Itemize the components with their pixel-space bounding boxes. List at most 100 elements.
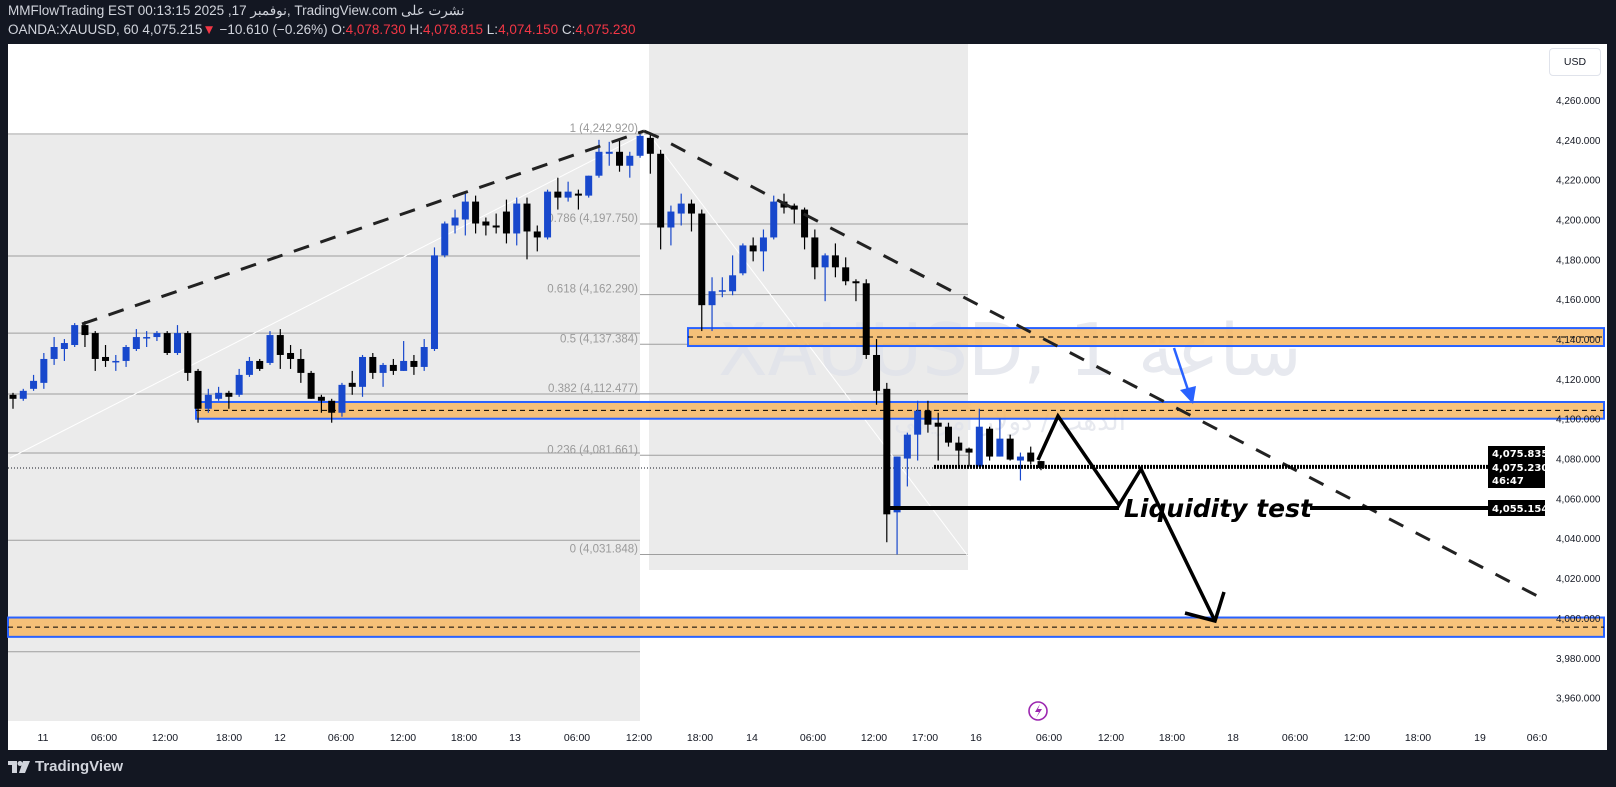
close-label: C: [561,22,576,37]
candle [256,358,264,371]
candle-body [729,275,737,292]
candle [317,394,325,413]
candle [9,392,17,409]
price-tick-label: 4,180.000 [1556,255,1601,266]
candle-body [852,281,860,284]
candle [698,209,706,332]
falling-dashed-trendline[interactable] [643,129,1546,602]
candle-body [50,347,58,359]
time-tick-label: 06:0 [1527,732,1548,744]
candle [472,195,480,234]
candle-body [204,394,212,409]
candle-body [564,191,572,198]
alert-lightning-icon[interactable] [1028,701,1048,721]
last-price: 4,075.215 [142,22,203,37]
candle [574,189,582,210]
projection-arrowhead-icon [1184,591,1226,624]
liquidity-price-label: 4,055.154 [1492,504,1548,515]
candle [30,374,38,391]
candle-body [379,364,387,373]
watermark-title: XAUUSD, 1 ساعة [718,308,1301,392]
price-axis[interactable]: 4,260.000 4,240.000 4,220.000 4,200.000 4,18… [1556,96,1601,705]
candle [328,398,336,423]
price-tick-label: 3,980.000 [1556,654,1601,665]
candle [605,141,613,166]
candle [862,279,870,359]
candle [533,225,541,252]
time-tick-label: 17:00 [912,732,938,744]
candle [975,408,983,467]
candle-body [585,175,593,196]
candle [225,390,233,409]
candle [842,257,850,286]
candle-body [883,388,891,515]
time-tick-label: 18:00 [216,732,242,744]
candle-body [369,356,377,373]
candle-body [821,255,829,268]
candle-body [801,209,809,238]
candle-body [307,372,315,399]
currency-button[interactable]: USD [1549,48,1601,76]
open-label: O: [331,22,346,37]
candle [564,181,572,202]
candle-body [245,360,253,375]
fib-level-label: 0 (4,031.848) [570,543,639,555]
price-tick-label: 4,240.000 [1556,136,1601,147]
candle [50,337,58,365]
zone-box[interactable] [7,616,1605,638]
candle [924,400,932,433]
candle [40,352,48,389]
tradingview-logo-icon [8,760,30,773]
time-tick-label: 18:00 [1159,732,1185,744]
candle-body [790,205,798,210]
candle [410,354,418,375]
candle-body [297,358,305,373]
candle-body [944,426,952,443]
time-tick-label: 06:00 [328,732,354,744]
candles [9,134,1045,555]
time-tick-label: 12:00 [1098,732,1124,744]
candle [461,193,469,236]
candle-body [400,360,408,371]
candle [153,331,161,342]
candle [359,354,367,397]
candle [554,177,562,210]
candle-body [646,137,654,154]
price-tick-label: 4,000.000 [1556,614,1601,625]
liquidity-test-label[interactable]: Liquidity test [1124,494,1313,523]
candle-body [667,211,675,228]
candle-body [1016,456,1024,461]
time-axis[interactable]: 11 06:00 12:00 18:00 12 06:00 12:00 18:00 13 06:0… [38,732,1548,744]
candle [102,345,110,367]
candle [71,323,79,348]
candle-body [194,370,202,409]
open-value: 4,078.730 [345,22,406,37]
projection-path[interactable] [1036,412,1217,622]
rising-dashed-trendline[interactable] [81,129,645,326]
candle-body [1006,438,1014,460]
candle [914,400,922,461]
candle [163,331,171,355]
candle-body [831,255,839,268]
fib-level-label: 0.382 (4,112.477) [548,383,638,395]
candle [708,277,716,332]
candle-body [687,203,695,214]
candle [934,412,942,461]
time-tick-label: 18 [1227,732,1239,744]
candle [677,193,685,226]
candle [729,255,737,296]
candle [276,329,284,369]
symbol-name[interactable]: OANDA:XAUUSD, 60 [8,22,139,37]
candle-body [71,325,79,346]
supply-demand-zones[interactable] [7,327,1605,638]
blue-arrow[interactable] [1172,347,1190,391]
price-tick-label: 4,140.000 [1556,335,1601,346]
candle-body [184,333,192,373]
fib-level-label: 0.236 (4,081.661) [547,444,638,456]
candle [821,253,829,302]
candle-body [955,442,963,451]
time-tick-label: 06:00 [91,732,117,744]
candle [790,203,798,224]
candle [235,368,243,397]
